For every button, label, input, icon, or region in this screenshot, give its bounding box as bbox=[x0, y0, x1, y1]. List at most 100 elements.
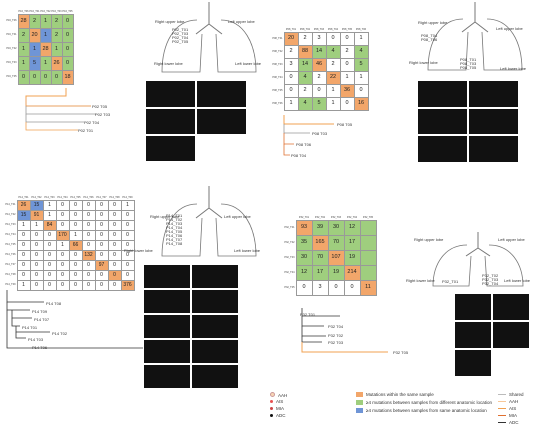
matrix-col-label: P16_T05 bbox=[62, 9, 73, 13]
matrix-cell: 0 bbox=[68, 270, 83, 281]
matrix-cell bbox=[359, 250, 377, 266]
matrix-cell: 0 bbox=[29, 270, 44, 281]
tree-label: P08 T03 bbox=[312, 131, 328, 136]
ct-scan-image bbox=[196, 108, 247, 135]
matrix-cell: 0 bbox=[107, 220, 122, 231]
ct-scan-image bbox=[145, 80, 196, 108]
matrix-cell: 30 bbox=[327, 220, 345, 236]
lobe-label: Right upper lobe bbox=[150, 214, 180, 219]
matrix-cell: 0 bbox=[81, 230, 96, 241]
matrix-cell bbox=[359, 235, 377, 251]
phylogenetic-tree bbox=[283, 115, 334, 156]
tree-label: P14 T09 bbox=[32, 309, 48, 314]
matrix-cell: 1 bbox=[39, 56, 52, 71]
legend-item: ADC bbox=[498, 420, 519, 425]
lesion-label: P32_T03 bbox=[482, 277, 499, 282]
lesion-label: P14_T08 bbox=[166, 241, 183, 246]
ct-scan-image bbox=[417, 80, 468, 108]
matrix-cell: 0 bbox=[28, 70, 41, 85]
matrix-col-label: P14_T09 bbox=[122, 195, 133, 199]
ct-scan-image bbox=[468, 80, 519, 108]
ct-scan-image bbox=[417, 108, 468, 135]
matrix-col-label: P14_T07 bbox=[96, 195, 107, 199]
matrix-cell: 1 bbox=[42, 210, 57, 221]
matrix-cell: 0 bbox=[120, 260, 135, 271]
ct-scan-image bbox=[143, 339, 191, 364]
matrix-cell: 5 bbox=[311, 97, 327, 111]
matrix-cell: 11 bbox=[359, 280, 377, 296]
panel-p14: P14_T01 P14_T02 P14_T03 P14_T04 P14_T05 P14_T… bbox=[0, 186, 265, 427]
matrix-row-label: P14_T05 bbox=[5, 243, 16, 247]
lesion-label: P08_T01 bbox=[460, 57, 477, 62]
matrix-cell: 70 bbox=[311, 250, 329, 266]
ct-scan-image bbox=[196, 80, 247, 108]
matrix-cell: 1 bbox=[325, 84, 341, 98]
matrix-cell: 16 bbox=[353, 97, 369, 111]
matrix-cell: 28 bbox=[17, 14, 30, 29]
lobe-label: Left upper lobe bbox=[228, 19, 255, 24]
mutation-matrix: P32_T01 P32_T02 P32_T03 P32_T04 P32_T05 P32_T… bbox=[282, 216, 377, 296]
tree-label: P14 T07 bbox=[34, 317, 50, 322]
matrix-cell: 0 bbox=[353, 84, 369, 98]
lesion-label: P14_T04 bbox=[166, 225, 183, 230]
matrix-cell: 0 bbox=[68, 280, 83, 291]
lobe-label: Right upper lobe bbox=[418, 20, 448, 25]
matrix-cell: 0 bbox=[55, 270, 70, 281]
ct-scan-image bbox=[417, 135, 468, 163]
matrix-cell: 0 bbox=[94, 220, 109, 231]
legend-item: AAH bbox=[498, 399, 518, 404]
matrix-cell: 88 bbox=[297, 45, 313, 59]
matrix-cell: 0 bbox=[55, 200, 70, 211]
matrix-cell: 0 bbox=[55, 260, 70, 271]
mutation-matrix: P16_T06 P16_T01 P16_T02 P16_T03 P16_T05 P16_T… bbox=[4, 10, 74, 85]
matrix-cell: 30 bbox=[295, 250, 313, 266]
ct-scan-image bbox=[191, 289, 239, 314]
matrix-cell: 0 bbox=[120, 230, 135, 241]
matrix-row-label: P32_T01 bbox=[284, 225, 295, 229]
legend: AAH AIS MIA ADC Mutations within the sam… bbox=[270, 392, 534, 427]
lung-diagram bbox=[161, 2, 257, 73]
matrix-cell: 0 bbox=[107, 200, 122, 211]
lobe-label: Right lower lobe bbox=[154, 61, 183, 66]
matrix-cell: 1 bbox=[28, 42, 41, 57]
matrix-cell: 0 bbox=[68, 220, 83, 231]
legend-item: AIS bbox=[498, 406, 516, 411]
matrix-cell: 15 bbox=[16, 210, 31, 221]
matrix-cell: 0 bbox=[94, 280, 109, 291]
matrix-cell: 93 bbox=[295, 220, 313, 236]
matrix-cell: 2 bbox=[311, 71, 327, 85]
matrix-row-label: P14_T09 bbox=[5, 283, 16, 287]
matrix-row-label: P16_T05 bbox=[6, 75, 17, 79]
matrix-cell: 0 bbox=[16, 240, 31, 251]
ct-scan-image bbox=[143, 289, 191, 314]
matrix-col-label: P14_T01 bbox=[18, 195, 29, 199]
matrix-cell: 0 bbox=[325, 32, 341, 46]
ct-scan-image bbox=[143, 364, 191, 389]
matrix-cell bbox=[359, 220, 377, 236]
matrix-cell: 0 bbox=[16, 250, 31, 261]
lesion-label: P02_T04 bbox=[172, 35, 189, 40]
matrix-cell: 1 bbox=[39, 14, 52, 29]
matrix-cell: 4 bbox=[297, 97, 313, 111]
matrix-cell: 1 bbox=[16, 220, 31, 231]
matrix-cell: 84 bbox=[42, 220, 57, 231]
tree-label: P02 T04 bbox=[84, 120, 100, 125]
matrix-cell: 0 bbox=[81, 240, 96, 251]
matrix-cell: 3 bbox=[311, 32, 327, 46]
matrix-cell: 18 bbox=[61, 70, 74, 85]
matrix-cell: 2 bbox=[325, 58, 341, 72]
ct-scan-image bbox=[191, 339, 239, 364]
matrix-cell: 0 bbox=[107, 250, 122, 261]
ct-scan-image bbox=[191, 314, 239, 339]
matrix-cell: 0 bbox=[55, 220, 70, 231]
matrix-cell: 2 bbox=[297, 84, 313, 98]
lesion-label: P32_T01 bbox=[442, 279, 459, 284]
matrix-cell: 214 bbox=[343, 265, 361, 281]
matrix-cell: 3 bbox=[283, 58, 299, 72]
tree-label: P08 T04 bbox=[291, 153, 307, 158]
matrix-cell: 28 bbox=[39, 42, 52, 57]
matrix-cell: 0 bbox=[55, 210, 70, 221]
matrix-cell: 5 bbox=[353, 58, 369, 72]
matrix-col-label: P32_T01 bbox=[298, 215, 310, 219]
matrix-cell: 14 bbox=[311, 45, 327, 59]
